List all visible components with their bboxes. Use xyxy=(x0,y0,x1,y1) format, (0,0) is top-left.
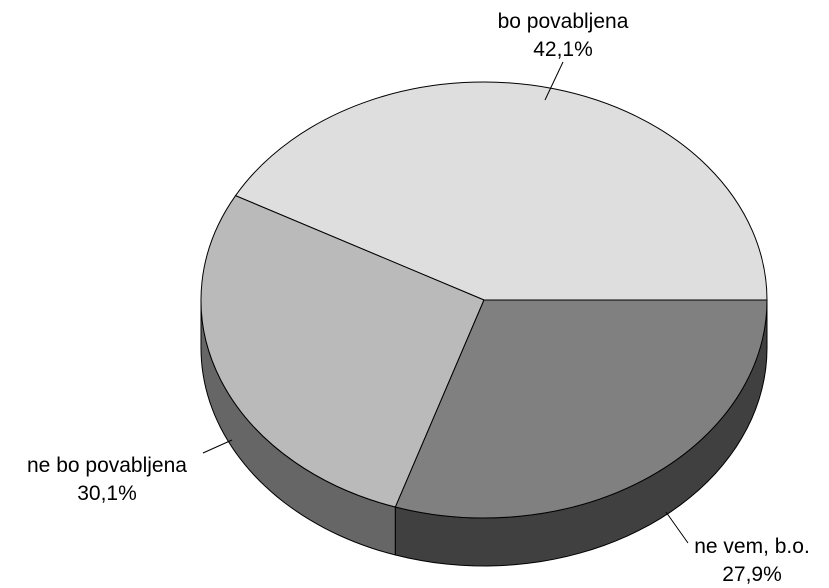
pie-slice-2 xyxy=(394,299,768,519)
leader-line-1 xyxy=(665,511,689,544)
leader-lines xyxy=(202,61,689,544)
slice-labels: bo povabljena 42,1% ne vem, b.o. 27,9% n… xyxy=(27,10,810,586)
slice-value-bo-povabljena: 42,1% xyxy=(533,38,593,61)
pie-slice-1 xyxy=(200,195,485,508)
pie-slices xyxy=(200,81,768,519)
slice-value-ne-vem: 27,9% xyxy=(722,563,782,586)
slice-label-ne-bo-povabljena: ne bo povabljena xyxy=(27,454,187,477)
pie-slice-0 xyxy=(234,81,768,301)
slice-label-bo-povabljena: bo povabljena xyxy=(498,10,629,33)
slice-label-ne-vem: ne vem, b.o. xyxy=(694,535,810,558)
slice-value-ne-bo-povabljena: 30,1% xyxy=(77,482,137,505)
leader-line-2 xyxy=(202,439,233,454)
leader-line-0 xyxy=(544,61,564,101)
